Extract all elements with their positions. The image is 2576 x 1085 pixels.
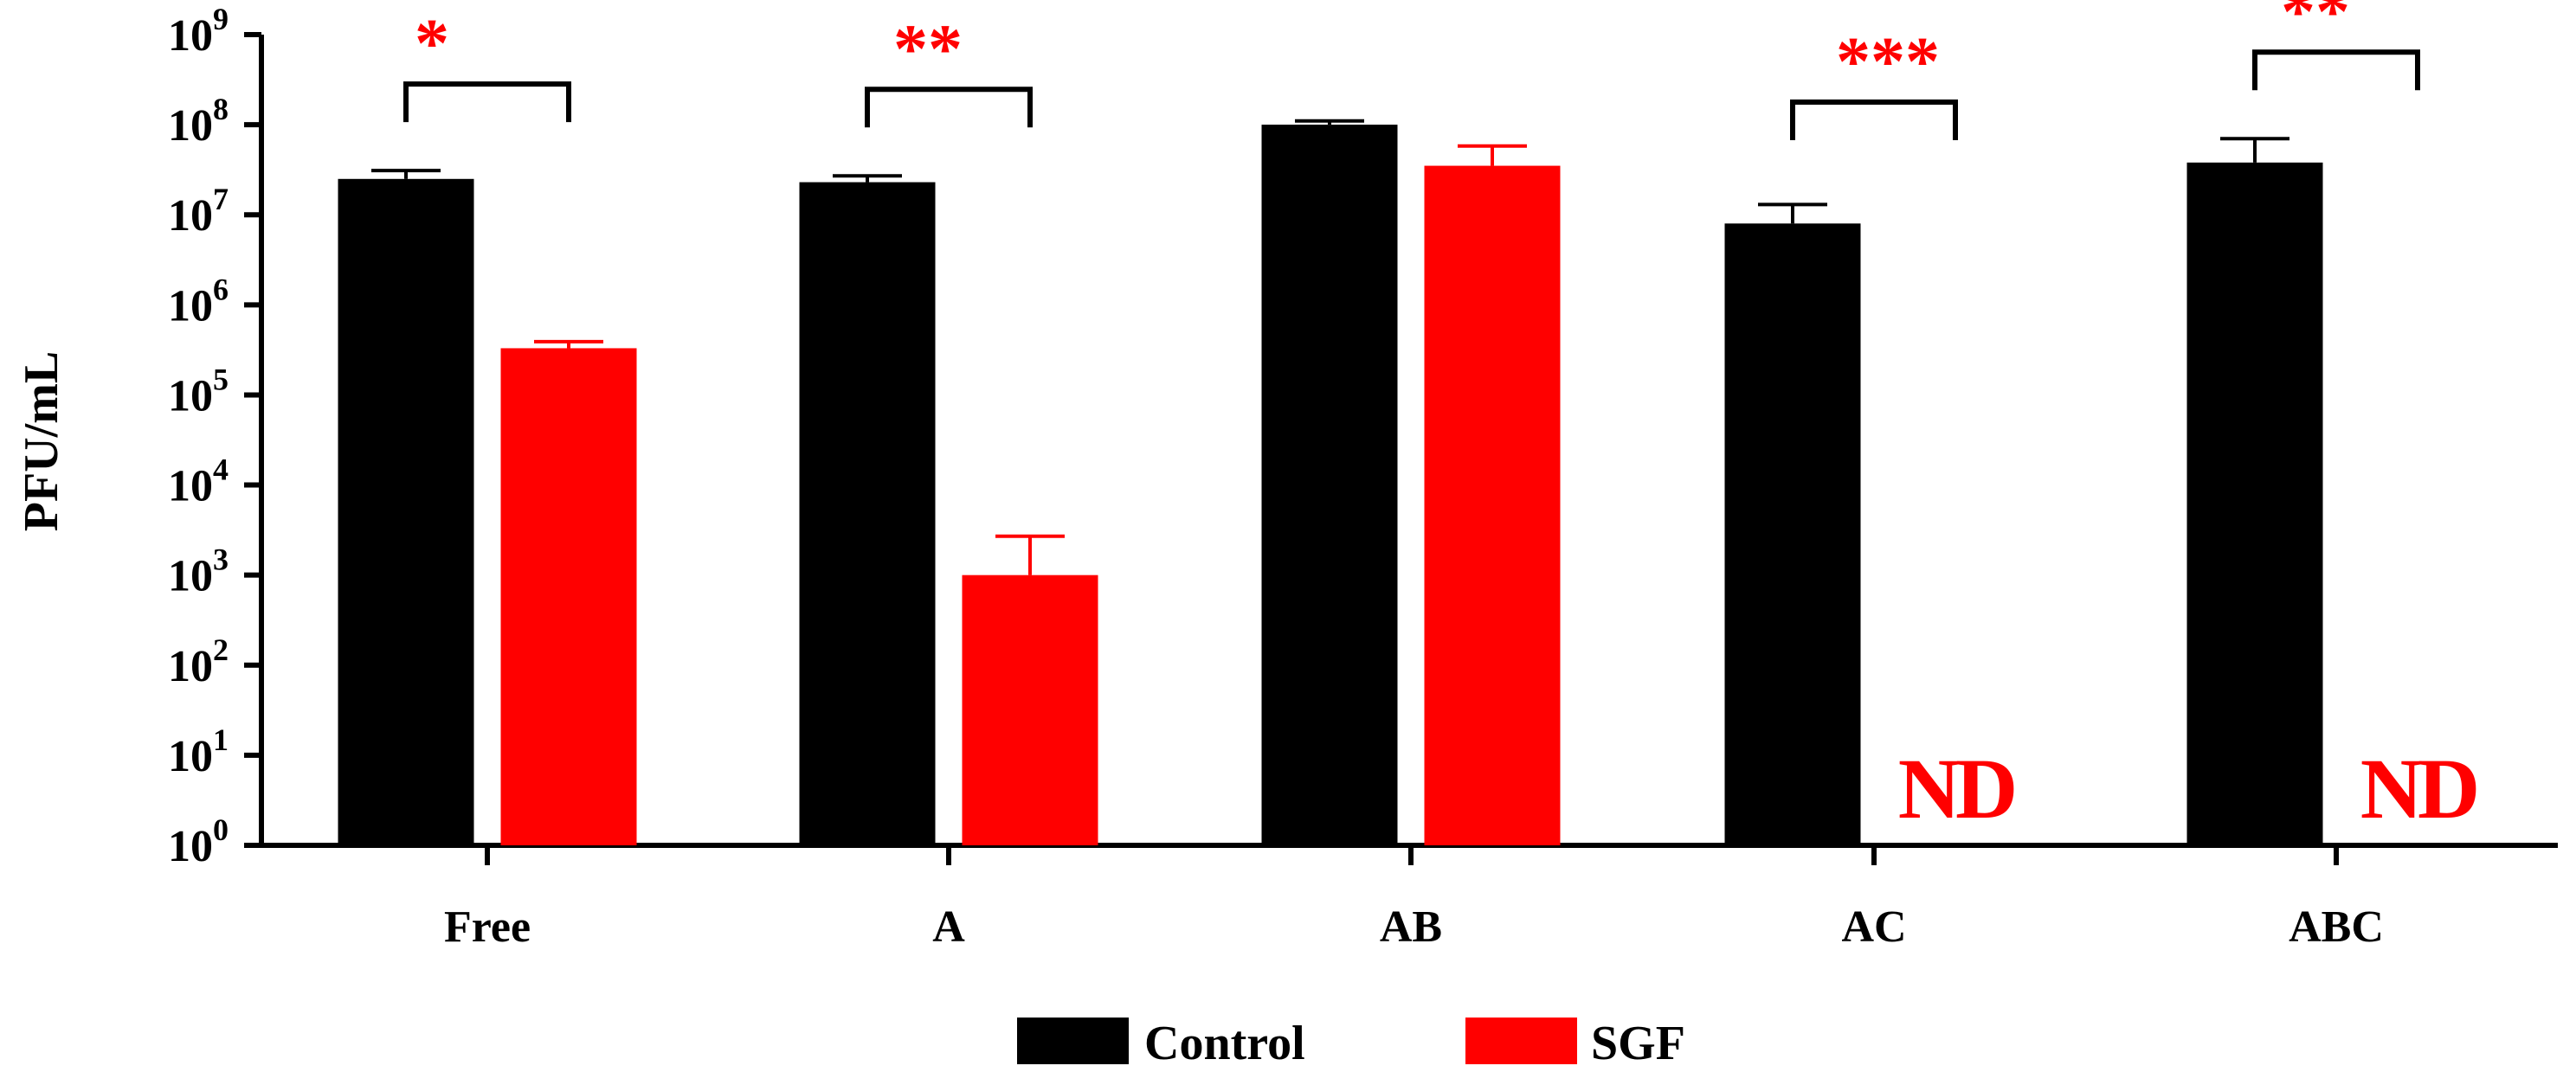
y-tick-base: 10 [168, 371, 213, 421]
y-tick-exponent: 1 [213, 722, 229, 757]
y-tick-base: 10 [168, 552, 213, 601]
y-tick-base: 10 [168, 191, 213, 241]
y-tick-label: 102 [168, 632, 229, 691]
y-tick-base: 10 [168, 462, 213, 511]
significance-stars: ** [893, 11, 963, 87]
y-tick-label: 105 [168, 362, 229, 421]
y-tick-exponent: 7 [213, 182, 229, 216]
bar-control-ac [1724, 223, 1861, 845]
significance-stars: ** [2281, 0, 2350, 50]
bar-sgf-ab [1424, 165, 1561, 846]
y-tick-exponent: 0 [213, 812, 229, 847]
y-tick-base: 10 [168, 642, 213, 691]
legend: Control SGF [1017, 1017, 1685, 1070]
legend-swatch-control [1017, 1018, 1129, 1064]
not-detected-label: ND [1898, 741, 2014, 837]
y-tick-base: 10 [168, 822, 213, 871]
y-tick-label: 109 [168, 2, 229, 61]
y-tick-label: 104 [168, 453, 229, 511]
significance-stars: *** [1836, 24, 1940, 100]
x-tick-label: AC [1841, 902, 1906, 952]
bar-sgf-free [500, 348, 637, 845]
y-tick-base: 10 [168, 281, 213, 331]
y-tick-exponent: 6 [213, 272, 229, 306]
x-tick-label: AB [1380, 902, 1442, 952]
y-tick-exponent: 3 [213, 542, 229, 577]
y-tick-label: 103 [168, 542, 229, 601]
significance-bracket [403, 81, 571, 123]
legend-swatch-sgf [1465, 1018, 1577, 1064]
bars: ND ND [338, 125, 2482, 846]
significance-annotations: * ** ***** [403, 0, 2420, 140]
legend-label-control: Control [1144, 1017, 1305, 1070]
significance-bracket [1790, 100, 1958, 140]
y-tick-exponent: 4 [213, 453, 229, 487]
x-tick-label: A [932, 902, 965, 952]
category-labels: Free A AB AC ABC [444, 902, 2384, 952]
y-tick-exponent: 8 [213, 92, 229, 126]
y-tick-base: 10 [168, 732, 213, 781]
error-bars [371, 119, 2289, 575]
not-detected-label: ND [2360, 741, 2476, 837]
significance-stars: * [415, 6, 449, 82]
bar-control-ab [1261, 125, 1398, 846]
x-axis [259, 843, 2558, 865]
bar-control-a [799, 182, 936, 846]
y-tick-exponent: 5 [213, 362, 229, 396]
y-tick-base: 10 [168, 101, 213, 151]
significance-bracket [2252, 49, 2420, 91]
y-tick-label: 100 [168, 812, 229, 871]
y-tick-exponent: 9 [213, 2, 229, 36]
y-tick-label: 106 [168, 272, 229, 331]
y-axis-label: PFU/mL [15, 351, 68, 531]
bar-control-abc [2186, 162, 2323, 846]
y-tick-label: 107 [168, 182, 229, 241]
y-tick-label: 108 [168, 92, 229, 151]
bar-sgf-a [962, 575, 1098, 845]
y-tick-base: 10 [168, 11, 213, 61]
y-tick-exponent: 2 [213, 632, 229, 667]
bar-control-free [338, 178, 474, 846]
significance-bracket [865, 87, 1033, 128]
legend-label-sgf: SGF [1591, 1017, 1685, 1070]
y-tick-label: 101 [168, 722, 229, 781]
x-tick-label: Free [444, 902, 531, 952]
x-tick-label: ABC [2289, 902, 2384, 952]
